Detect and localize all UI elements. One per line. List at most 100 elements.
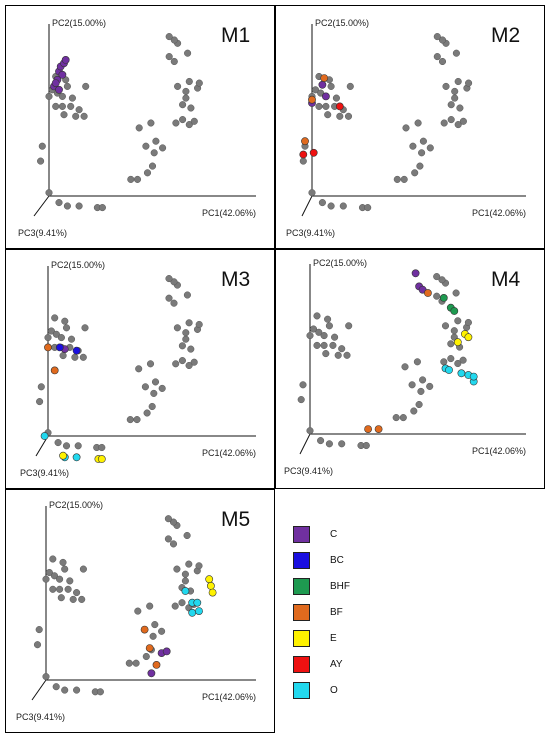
data-point-background xyxy=(454,359,462,368)
pc3-axis-label: PC3(9.41%) xyxy=(16,712,65,722)
data-point-background xyxy=(313,341,321,349)
data-point-background xyxy=(315,102,323,110)
data-point-background xyxy=(134,607,142,615)
data-point-background xyxy=(135,365,143,373)
data-point-background xyxy=(416,162,424,170)
data-point-background xyxy=(38,142,46,150)
data-point-background xyxy=(149,632,157,640)
data-point-background xyxy=(308,189,316,197)
data-point-background xyxy=(178,357,186,365)
data-point-background xyxy=(438,276,446,284)
data-point-background xyxy=(165,294,173,302)
panel-title: M4 xyxy=(491,268,520,291)
pc1-axis-label: PC1(42.06%) xyxy=(202,208,256,218)
data-point-background xyxy=(54,439,62,447)
data-point-background xyxy=(173,565,181,573)
legend-swatch-bhf xyxy=(293,577,310,595)
legend-swatch-bc xyxy=(293,551,310,569)
pc1-axis-label: PC1(42.06%) xyxy=(202,692,256,702)
data-point-background xyxy=(172,360,180,368)
data-point-e xyxy=(453,338,462,347)
data-point-background xyxy=(164,535,172,543)
data-point-background xyxy=(169,540,178,548)
data-point-background xyxy=(322,350,330,358)
data-point-background xyxy=(299,157,307,165)
data-point-background xyxy=(324,111,332,119)
data-point-background xyxy=(345,322,353,330)
data-point-background xyxy=(459,117,467,125)
data-point-background xyxy=(147,119,155,127)
data-point-c xyxy=(51,79,60,87)
data-point-background xyxy=(456,104,464,112)
data-point-background xyxy=(59,352,67,360)
data-point-background xyxy=(183,291,191,299)
data-point-background xyxy=(433,292,441,300)
pc3-axis-label: PC3(9.41%) xyxy=(286,228,335,238)
legend-item-bf: BF xyxy=(293,602,343,622)
pc1-axis-label: PC1(42.06%) xyxy=(472,208,526,218)
data-point-background xyxy=(170,36,178,44)
data-point-background xyxy=(325,440,333,448)
data-point-background xyxy=(49,555,57,563)
data-point-background xyxy=(47,327,55,335)
data-point-background xyxy=(72,112,80,120)
data-point-background xyxy=(327,202,335,210)
data-point-background xyxy=(441,322,450,330)
pc1-axis-label: PC1(42.06%) xyxy=(472,446,526,456)
data-point-background xyxy=(158,627,166,635)
data-point-background xyxy=(174,82,182,90)
data-point-background xyxy=(184,49,192,57)
data-point-background xyxy=(332,94,340,102)
data-point-background xyxy=(438,57,447,66)
data-point-background xyxy=(164,515,172,523)
data-point-background xyxy=(61,686,69,694)
data-point-background xyxy=(126,416,134,424)
data-point-background xyxy=(57,334,65,342)
pca-plot-m5: PC2(15.00%) PC1(42.06%) PC3(9.41%) M5 xyxy=(16,500,256,722)
data-point-bf xyxy=(301,137,309,146)
data-point-background xyxy=(306,427,314,435)
data-point-background xyxy=(142,142,150,150)
data-point-background xyxy=(61,565,69,573)
data-point-background xyxy=(75,106,83,114)
data-point-e xyxy=(208,588,217,597)
data-point-background xyxy=(44,334,52,342)
legend-label-bhf: BHF xyxy=(330,580,350,592)
data-point-background xyxy=(433,273,441,281)
data-point-background xyxy=(57,594,65,602)
data-point-background xyxy=(183,531,191,540)
data-point-background xyxy=(185,361,193,370)
data-point-background xyxy=(82,82,90,90)
pc3-axis-label: PC3(9.41%) xyxy=(20,468,69,478)
data-point-background xyxy=(450,327,458,335)
data-point-background xyxy=(187,345,195,353)
data-point-background xyxy=(309,325,318,333)
data-point-background xyxy=(178,599,186,607)
data-point-background xyxy=(96,688,104,696)
data-point-background xyxy=(165,275,173,283)
data-point-bf xyxy=(423,289,432,297)
data-point-background xyxy=(179,116,187,124)
data-point-background xyxy=(182,94,190,102)
data-point-background xyxy=(133,175,142,183)
data-point-e xyxy=(97,455,106,463)
data-point-background xyxy=(414,119,422,127)
data-point-background xyxy=(447,116,455,124)
data-point-background xyxy=(392,414,400,422)
pc1-axis-label: PC1(42.06%) xyxy=(202,448,256,458)
data-point-background xyxy=(142,652,150,661)
data-point-background xyxy=(45,92,53,100)
data-point-background xyxy=(52,330,60,338)
panel-M4: PC2(15.00%) PC1(42.06%) PC3(9.41%) M4 xyxy=(275,249,545,489)
data-point-background xyxy=(400,175,408,183)
data-point-background xyxy=(447,340,455,348)
data-point-background xyxy=(419,137,427,145)
data-point-background xyxy=(52,683,60,691)
pc2-axis-label: PC2(15.00%) xyxy=(51,260,105,270)
data-point-c xyxy=(147,669,156,678)
data-point-e xyxy=(206,582,215,590)
data-point-background xyxy=(320,332,328,340)
data-point-o xyxy=(188,608,197,617)
legend-label-ay: AY xyxy=(330,658,343,670)
data-point-bf xyxy=(320,74,329,82)
